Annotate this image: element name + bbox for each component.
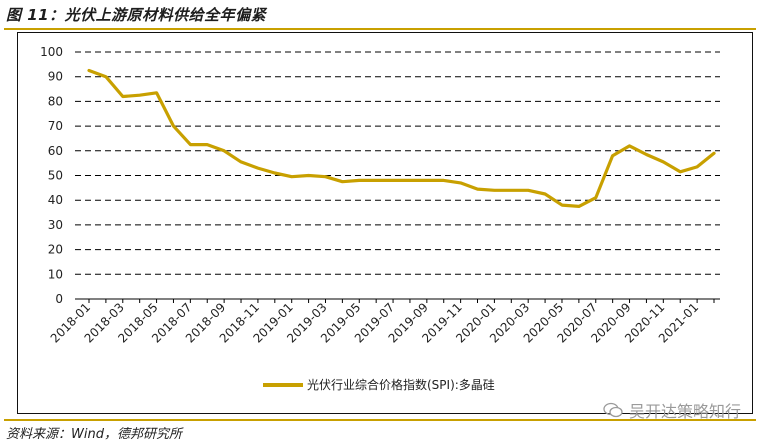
source-divider bbox=[4, 419, 756, 421]
y-tick-label: 80 bbox=[48, 94, 63, 108]
legend: 光伏行业综合价格指数(SPI):多晶硅 bbox=[263, 377, 495, 392]
y-tick-label: 70 bbox=[48, 119, 63, 133]
title-divider bbox=[4, 28, 756, 30]
y-tick-label: 30 bbox=[48, 218, 63, 232]
watermark: 吴开达策略知行 bbox=[603, 398, 741, 422]
y-tick-label: 50 bbox=[48, 169, 63, 183]
y-tick-label: 0 bbox=[55, 292, 63, 306]
grid-lines bbox=[75, 51, 720, 275]
series-line bbox=[87, 68, 716, 208]
y-axis: 0 10 20 30 40 50 60 70 80 90 100 bbox=[40, 45, 63, 306]
y-tick-label: 10 bbox=[48, 267, 63, 281]
figure-title: 图 11：光伏上游原材料供给全年偏紧 bbox=[6, 6, 267, 24]
series-layer bbox=[87, 68, 716, 208]
y-tick-label: 40 bbox=[48, 193, 63, 207]
y-tick-label: 60 bbox=[48, 144, 63, 158]
watermark-text: 吴开达策略知行 bbox=[628, 402, 741, 421]
y-tick-label: 20 bbox=[48, 243, 63, 257]
legend-label: 光伏行业综合价格指数(SPI):多晶硅 bbox=[307, 377, 495, 392]
y-tick-label: 100 bbox=[40, 45, 63, 59]
wechat-icon bbox=[603, 402, 623, 418]
y-tick-label: 90 bbox=[48, 70, 63, 84]
x-axis: 2018-012018-032018-052018-072018-092018-… bbox=[48, 298, 720, 346]
source-note: 资料来源：Wind，德邦研究所 bbox=[6, 427, 182, 442]
chart-frame bbox=[17, 32, 753, 414]
